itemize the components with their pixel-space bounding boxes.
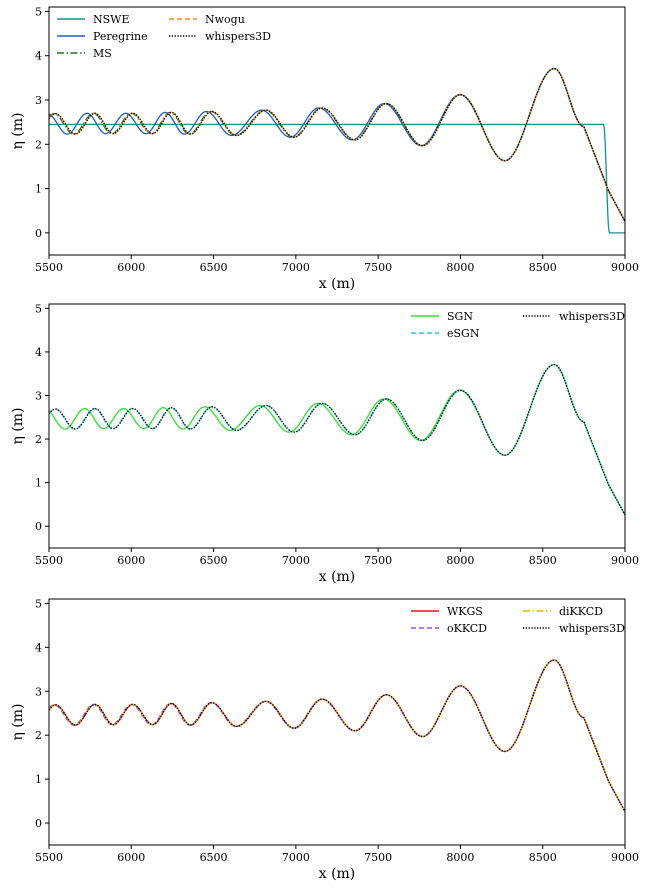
x-tick-label: 6000 <box>117 554 145 567</box>
x-tick-label: 5500 <box>35 554 63 567</box>
y-tick-label: 2 <box>35 729 42 742</box>
plot-frame <box>48 6 626 256</box>
series-line-nswe <box>49 123 625 234</box>
x-tick-label: 9000 <box>611 851 639 864</box>
x-tick-label: 7000 <box>282 261 310 274</box>
plot-frame <box>48 303 626 549</box>
y-tick-label: 3 <box>35 390 42 403</box>
x-axis-label: x (m) <box>319 276 356 292</box>
y-tick-label: 5 <box>35 5 42 18</box>
legend: SGN eSGN whispers3D <box>411 310 625 340</box>
series-line-nwogu <box>49 67 625 222</box>
legend-label: diKKCD <box>559 605 603 618</box>
x-tick-label: 6000 <box>117 851 145 864</box>
legend-label: MS <box>93 47 112 60</box>
y-tick-label: 1 <box>35 773 42 786</box>
series-line-okkcd <box>49 659 625 812</box>
x-tick-label: 6500 <box>200 851 228 864</box>
series-group <box>49 67 625 234</box>
x-tick-label: 8500 <box>529 261 557 274</box>
series-line-esgn <box>49 363 625 516</box>
x-tick-label: 8500 <box>529 554 557 567</box>
series-line-whispers3d <box>49 67 625 222</box>
series-line-ms <box>49 67 625 222</box>
series-line-whispers3d <box>49 659 625 812</box>
x-tick-label: 5500 <box>35 261 63 274</box>
series-line-sgn <box>49 363 625 516</box>
y-tick-label: 5 <box>35 302 42 315</box>
y-tick-label: 4 <box>35 641 42 654</box>
legend-label: whispers3D <box>559 622 625 635</box>
chart-panel-2: 5500 6000 6500 7000 7500 8000 8500 9000 0 1 2 3 4 5 x … <box>10 302 639 585</box>
x-tick-label: 7000 <box>282 851 310 864</box>
legend-label: whispers3D <box>205 30 271 43</box>
legend: WKGS oKKCD diKKCD whispers3D <box>411 605 625 635</box>
y-axis-label: η (m) <box>10 407 26 444</box>
y-tick-label: 4 <box>35 50 42 63</box>
x-tick-label: 8000 <box>446 261 474 274</box>
series-group <box>49 659 625 812</box>
legend-label: eSGN <box>447 327 480 340</box>
series-line-whispers3d <box>49 363 625 516</box>
x-tick-label: 9000 <box>611 261 639 274</box>
y-tick-label: 2 <box>35 138 42 151</box>
series-line-peregrine <box>49 67 625 222</box>
legend-label: oKKCD <box>447 622 487 635</box>
x-tick-label: 6000 <box>117 261 145 274</box>
y-tick-label: 0 <box>35 227 42 240</box>
plot-frame <box>48 598 626 846</box>
x-axis-label: x (m) <box>319 569 356 585</box>
y-tick-label: 1 <box>35 183 42 196</box>
x-axis-label: x (m) <box>319 866 356 882</box>
y-axis-label: η (m) <box>10 112 26 149</box>
y-tick-label: 4 <box>35 346 42 359</box>
y-tick-label: 0 <box>35 817 42 830</box>
chart-panel-3: 5500 6000 6500 7000 7500 8000 8500 9000 0 1 2 3 4 5 x … <box>10 597 639 882</box>
y-tick-label: 3 <box>35 685 42 698</box>
legend-label: SGN <box>447 310 473 323</box>
series-line-wkgs <box>49 659 625 812</box>
y-tick-label: 0 <box>35 520 42 533</box>
legend-label: Nwogu <box>205 13 245 26</box>
chart-panel-1: 5500 6000 6500 7000 7500 8000 8500 9000 0 1 2 3 4 5 x … <box>10 5 639 292</box>
x-tick-label: 6500 <box>200 261 228 274</box>
legend-label: Peregrine <box>93 30 148 43</box>
x-tick-label: 9000 <box>611 554 639 567</box>
x-tick-label: 5500 <box>35 851 63 864</box>
y-tick-label: 1 <box>35 477 42 490</box>
x-tick-label: 7500 <box>364 261 392 274</box>
x-tick-label: 6500 <box>200 554 228 567</box>
legend-label: WKGS <box>447 605 483 618</box>
x-tick-label: 8000 <box>446 554 474 567</box>
series-line-dikkcd <box>49 659 625 812</box>
y-tick-label: 3 <box>35 94 42 107</box>
legend-label: NSWE <box>93 13 130 26</box>
y-axis-label: η (m) <box>10 703 26 740</box>
x-tick-label: 7500 <box>364 554 392 567</box>
x-tick-label: 7000 <box>282 554 310 567</box>
x-tick-label: 8000 <box>446 851 474 864</box>
x-tick-label: 7500 <box>364 851 392 864</box>
y-tick-label: 5 <box>35 597 42 610</box>
x-tick-label: 8500 <box>529 851 557 864</box>
series-group <box>49 363 625 516</box>
legend: NSWE Peregrine MS Nwogu whispers3D <box>57 13 271 60</box>
legend-label: whispers3D <box>559 310 625 323</box>
y-tick-label: 2 <box>35 433 42 446</box>
